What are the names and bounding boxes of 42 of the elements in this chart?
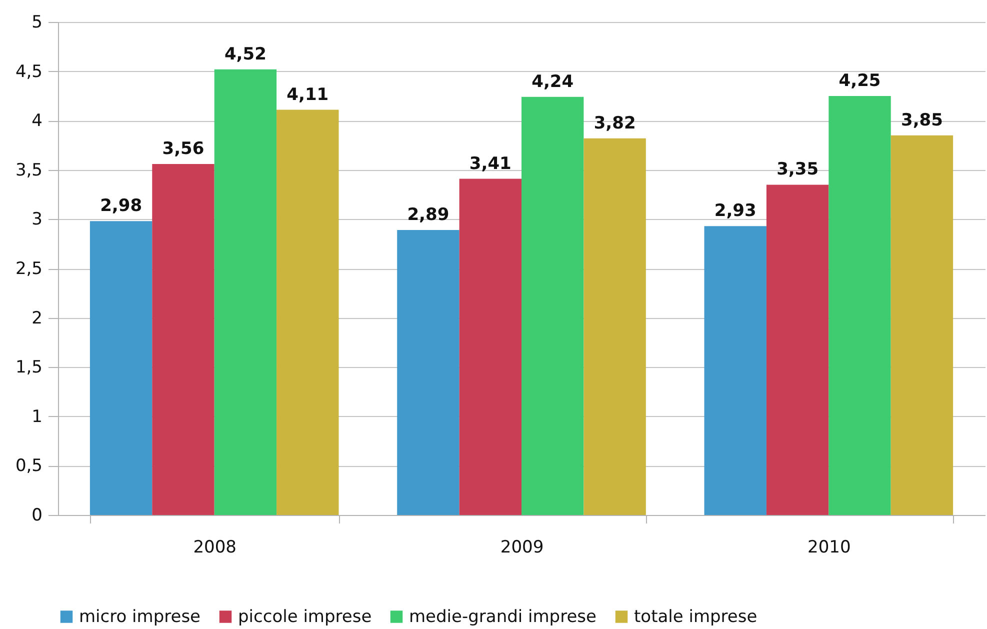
y-tick-label: 0 <box>32 506 42 526</box>
bar <box>397 230 460 515</box>
y-tick-label: 3 <box>32 210 42 230</box>
bar <box>152 164 214 515</box>
data-label: 3,35 <box>776 160 819 180</box>
x-tick-label: 2008 <box>193 538 236 558</box>
data-label: 3,41 <box>469 154 512 174</box>
legend-label: micro imprese <box>79 606 201 627</box>
data-label: 3,85 <box>900 110 943 130</box>
legend-label: piccole imprese <box>238 606 372 627</box>
bar <box>214 69 277 515</box>
data-label: 4,25 <box>838 70 881 91</box>
legend-label: medie-grandi imprese <box>409 606 596 627</box>
bar <box>704 226 766 515</box>
data-label: 2,93 <box>714 201 756 222</box>
bar <box>276 110 339 515</box>
y-tick-label: 2 <box>32 308 42 328</box>
data-label: 4,24 <box>532 72 574 92</box>
y-tick-label: 5 <box>32 12 42 32</box>
bar <box>828 96 891 515</box>
bar <box>890 135 954 515</box>
data-label: 2,98 <box>100 196 142 216</box>
y-tick-label: 4,5 <box>15 62 42 82</box>
data-label: 4,52 <box>224 44 266 64</box>
y-tick-label: 3,5 <box>15 160 42 180</box>
data-label: 3,56 <box>162 138 204 159</box>
bar <box>522 96 584 515</box>
data-label: 4,11 <box>286 84 329 105</box>
x-tick-label: 2009 <box>500 538 544 558</box>
y-tick-label: 0,5 <box>15 456 42 476</box>
legend-label: totale imprese <box>634 606 758 627</box>
bar <box>766 184 829 515</box>
y-tick-label: 1,5 <box>15 358 42 378</box>
y-tick-label: 1 <box>32 406 42 427</box>
data-label: 3,82 <box>594 113 636 134</box>
bar <box>90 221 152 515</box>
bar <box>584 138 646 515</box>
data-label: 2,89 <box>407 205 450 226</box>
y-tick-label: 4 <box>32 111 42 132</box>
bar <box>459 178 522 515</box>
y-tick-label: 2,5 <box>15 259 42 279</box>
x-tick-label: 2010 <box>808 538 851 558</box>
